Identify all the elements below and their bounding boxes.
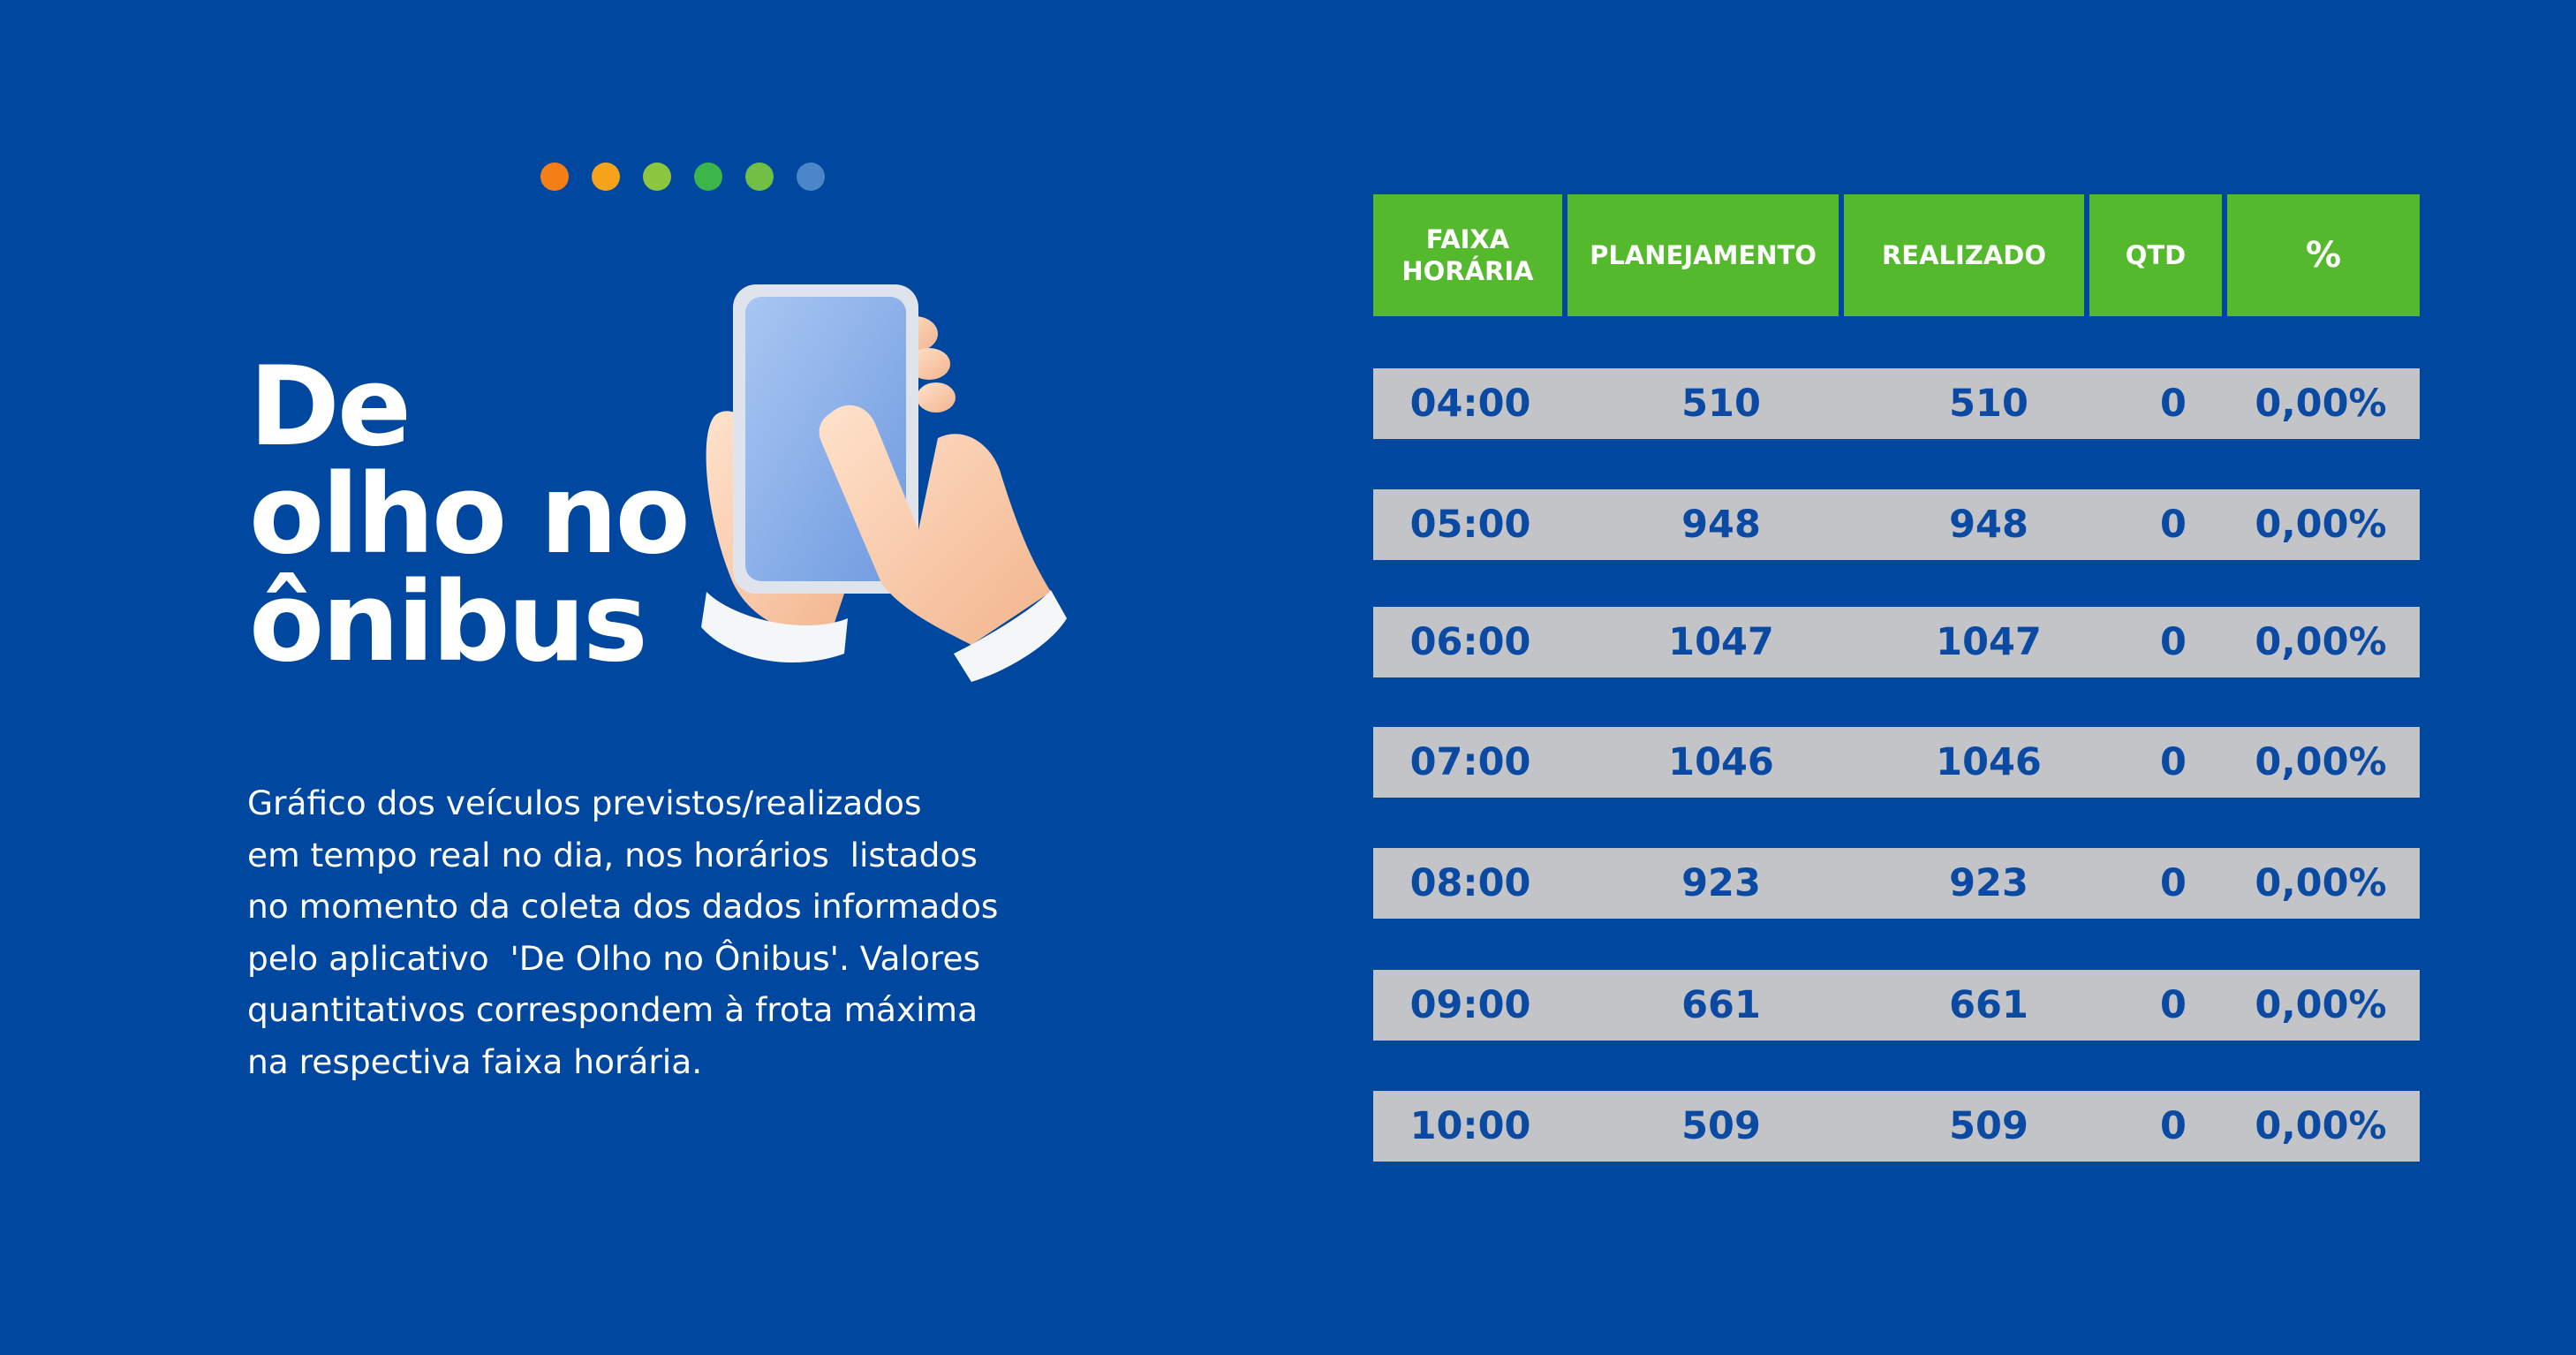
cell-done: 1047	[1936, 620, 2042, 664]
cell-planned: 923	[1681, 861, 1761, 905]
table-row: 10:00 509 509 0 0,00%	[1373, 1091, 2420, 1162]
cell-done: 661	[1949, 983, 2028, 1027]
cell-done: 923	[1949, 861, 2028, 905]
description-line: na respectiva faixa horária.	[247, 1041, 703, 1081]
description-line: quantitativos correspondem à frota máxim…	[247, 990, 978, 1029]
page-title: De olho no ônibus	[249, 344, 691, 686]
cell-time: 05:00	[1409, 503, 1531, 547]
cell-done: 1046	[1936, 740, 2042, 784]
cell-percent: 0,00%	[2255, 983, 2387, 1027]
cell-qtd: 0	[2160, 861, 2187, 905]
header-planejamento: PLANEJAMENTO	[1568, 194, 1839, 316]
cell-time: 04:00	[1409, 382, 1531, 426]
cell-percent: 0,00%	[2255, 503, 2387, 547]
cell-qtd: 0	[2160, 1104, 2187, 1148]
dot-2	[592, 163, 620, 191]
table-row: 07:00 1046 1046 0 0,00%	[1373, 727, 2420, 798]
description-line: no momento da coleta dos dados informado…	[247, 887, 999, 926]
dot-6	[797, 163, 825, 191]
header-faixa-horaria: FAIXA HORÁRIA	[1373, 194, 1562, 316]
table-row: 06:00 1047 1047 0 0,00%	[1373, 607, 2420, 678]
description-line: Gráfico dos veículos previstos/realizado…	[247, 783, 922, 822]
cell-time: 09:00	[1409, 983, 1531, 1027]
description-line: em tempo real no dia, nos horários lista…	[247, 835, 978, 874]
cell-qtd: 0	[2160, 382, 2187, 426]
cell-done: 948	[1949, 503, 2028, 547]
cell-qtd: 0	[2160, 740, 2187, 784]
cell-qtd: 0	[2160, 983, 2187, 1027]
table-row: 05:00 948 948 0 0,00%	[1373, 489, 2420, 560]
description: Gráfico dos veículos previstos/realizado…	[247, 777, 1130, 1087]
cell-done: 510	[1949, 382, 2028, 426]
header-realizado: REALIZADO	[1844, 194, 2084, 316]
cell-percent: 0,00%	[2255, 1104, 2387, 1148]
table-row: 09:00 661 661 0 0,00%	[1373, 970, 2420, 1041]
dot-5	[745, 163, 774, 191]
cell-time: 07:00	[1409, 740, 1531, 784]
title-line-1: De	[249, 344, 412, 471]
cell-done: 509	[1949, 1104, 2028, 1148]
cell-planned: 1046	[1668, 740, 1774, 784]
cell-percent: 0,00%	[2255, 861, 2387, 905]
cell-qtd: 0	[2160, 503, 2187, 547]
cell-percent: 0,00%	[2255, 740, 2387, 784]
header-qtd-label: QTD	[2125, 240, 2187, 270]
header-qtd: QTD	[2089, 194, 2222, 316]
cell-planned: 948	[1681, 503, 1761, 547]
header-percent-label: %	[2305, 235, 2342, 276]
header-faixa-horaria-label: FAIXA HORÁRIA	[1401, 224, 1534, 286]
cell-planned: 509	[1681, 1104, 1761, 1148]
cell-qtd: 0	[2160, 620, 2187, 664]
title-line-3: ônibus	[249, 559, 648, 686]
header-realizado-label: REALIZADO	[1881, 240, 2047, 270]
dot-1	[540, 163, 569, 191]
dot-3	[643, 163, 671, 191]
decorative-dots	[540, 163, 825, 191]
header-planejamento-label: PLANEJAMENTO	[1590, 240, 1817, 270]
cell-planned: 510	[1681, 382, 1761, 426]
cell-time: 06:00	[1409, 620, 1531, 664]
cell-percent: 0,00%	[2255, 620, 2387, 664]
dot-4	[694, 163, 722, 191]
cell-percent: 0,00%	[2255, 382, 2387, 426]
cell-planned: 1047	[1668, 620, 1774, 664]
cell-planned: 661	[1681, 983, 1761, 1027]
hand-holding-smartphone-icon	[701, 284, 1067, 682]
table-row: 08:00 923 923 0 0,00%	[1373, 848, 2420, 919]
cell-time: 10:00	[1409, 1104, 1531, 1148]
header-percent: %	[2227, 194, 2420, 316]
table-row: 04:00 510 510 0 0,00%	[1373, 368, 2420, 439]
title-line-2: olho no	[249, 451, 691, 579]
description-line: pelo aplicativo 'De Olho no Ônibus'. Val…	[247, 938, 981, 978]
cell-time: 08:00	[1409, 861, 1531, 905]
